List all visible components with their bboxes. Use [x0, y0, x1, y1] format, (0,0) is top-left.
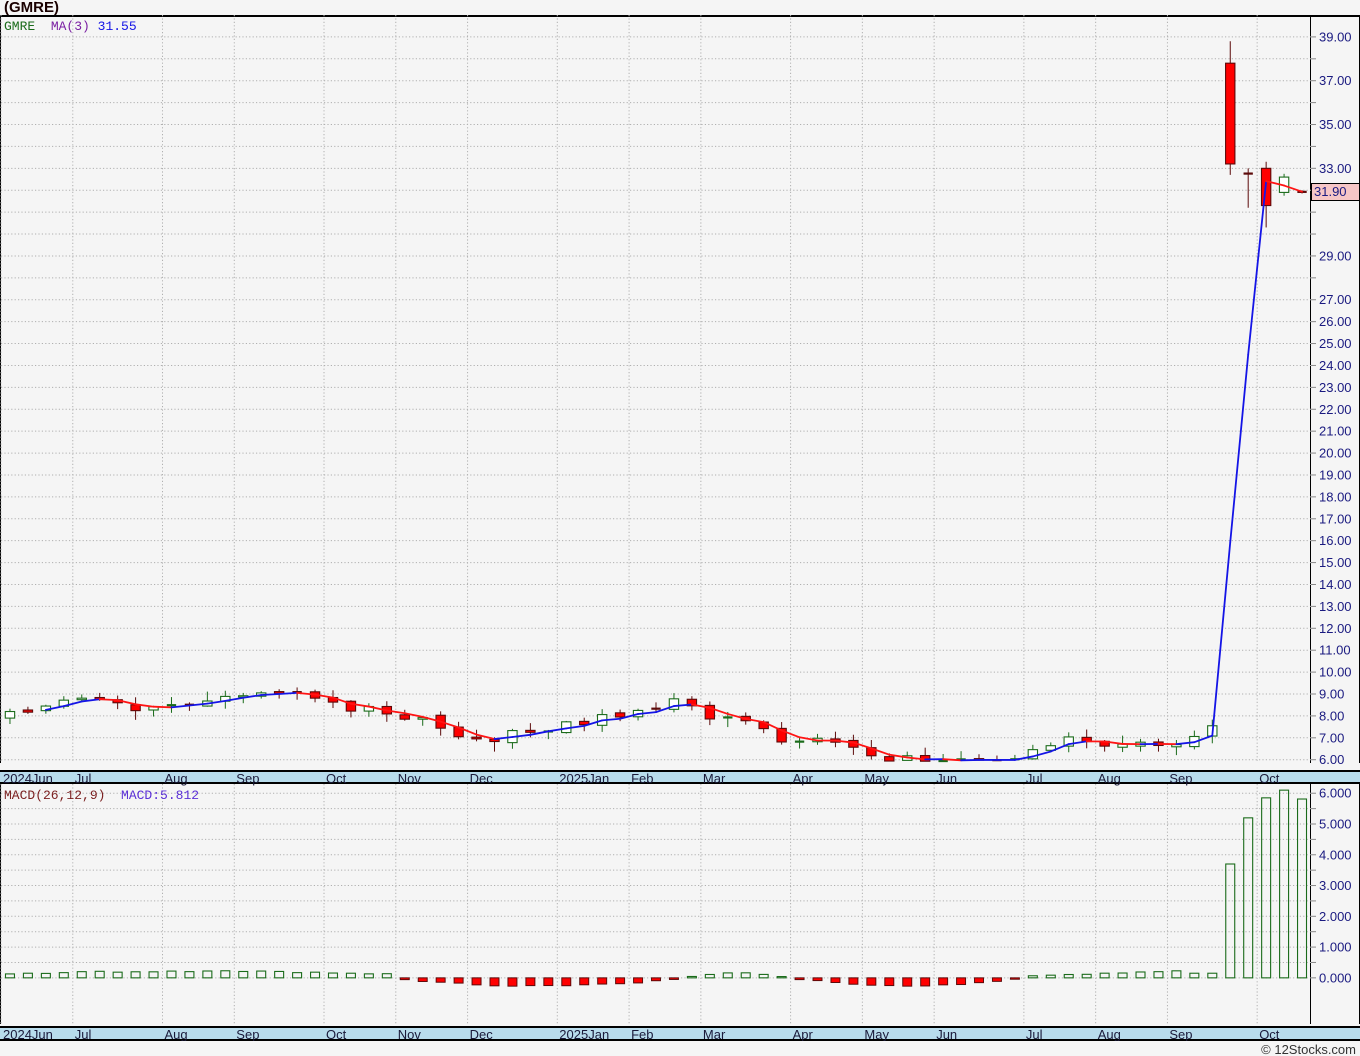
svg-text:7.00: 7.00: [1319, 730, 1344, 745]
svg-text:35.00: 35.00: [1319, 117, 1352, 132]
svg-text:25.00: 25.00: [1319, 336, 1352, 351]
svg-text:23.00: 23.00: [1319, 380, 1352, 395]
svg-text:18.00: 18.00: [1319, 489, 1352, 504]
svg-text:5.000: 5.000: [1319, 817, 1352, 832]
svg-text:6.00: 6.00: [1319, 752, 1344, 767]
svg-text:16.00: 16.00: [1319, 533, 1352, 548]
svg-text:13.00: 13.00: [1319, 599, 1352, 614]
svg-text:19.00: 19.00: [1319, 467, 1352, 482]
svg-text:12.00: 12.00: [1319, 621, 1352, 636]
svg-text:37.00: 37.00: [1319, 73, 1352, 88]
svg-text:27.00: 27.00: [1319, 292, 1352, 307]
svg-text:14.00: 14.00: [1319, 577, 1352, 592]
svg-text:11.00: 11.00: [1319, 643, 1351, 658]
svg-text:2.000: 2.000: [1319, 909, 1352, 924]
svg-text:4.000: 4.000: [1319, 847, 1352, 862]
svg-text:24.00: 24.00: [1319, 358, 1352, 373]
svg-text:10.00: 10.00: [1319, 665, 1352, 680]
svg-text:9.00: 9.00: [1319, 687, 1344, 702]
svg-text:1.000: 1.000: [1319, 940, 1352, 955]
svg-text:6.000: 6.000: [1319, 786, 1352, 801]
svg-text:20.00: 20.00: [1319, 446, 1352, 461]
svg-text:39.00: 39.00: [1319, 29, 1352, 44]
svg-text:15.00: 15.00: [1319, 555, 1352, 570]
svg-text:0.000: 0.000: [1319, 970, 1352, 985]
svg-text:21.00: 21.00: [1319, 424, 1352, 439]
svg-text:17.00: 17.00: [1319, 511, 1352, 526]
svg-text:3.000: 3.000: [1319, 878, 1352, 893]
svg-text:33.00: 33.00: [1319, 161, 1352, 176]
svg-text:22.00: 22.00: [1319, 402, 1352, 417]
svg-text:8.00: 8.00: [1319, 708, 1344, 723]
svg-text:26.00: 26.00: [1319, 314, 1352, 329]
svg-text:29.00: 29.00: [1319, 248, 1352, 263]
